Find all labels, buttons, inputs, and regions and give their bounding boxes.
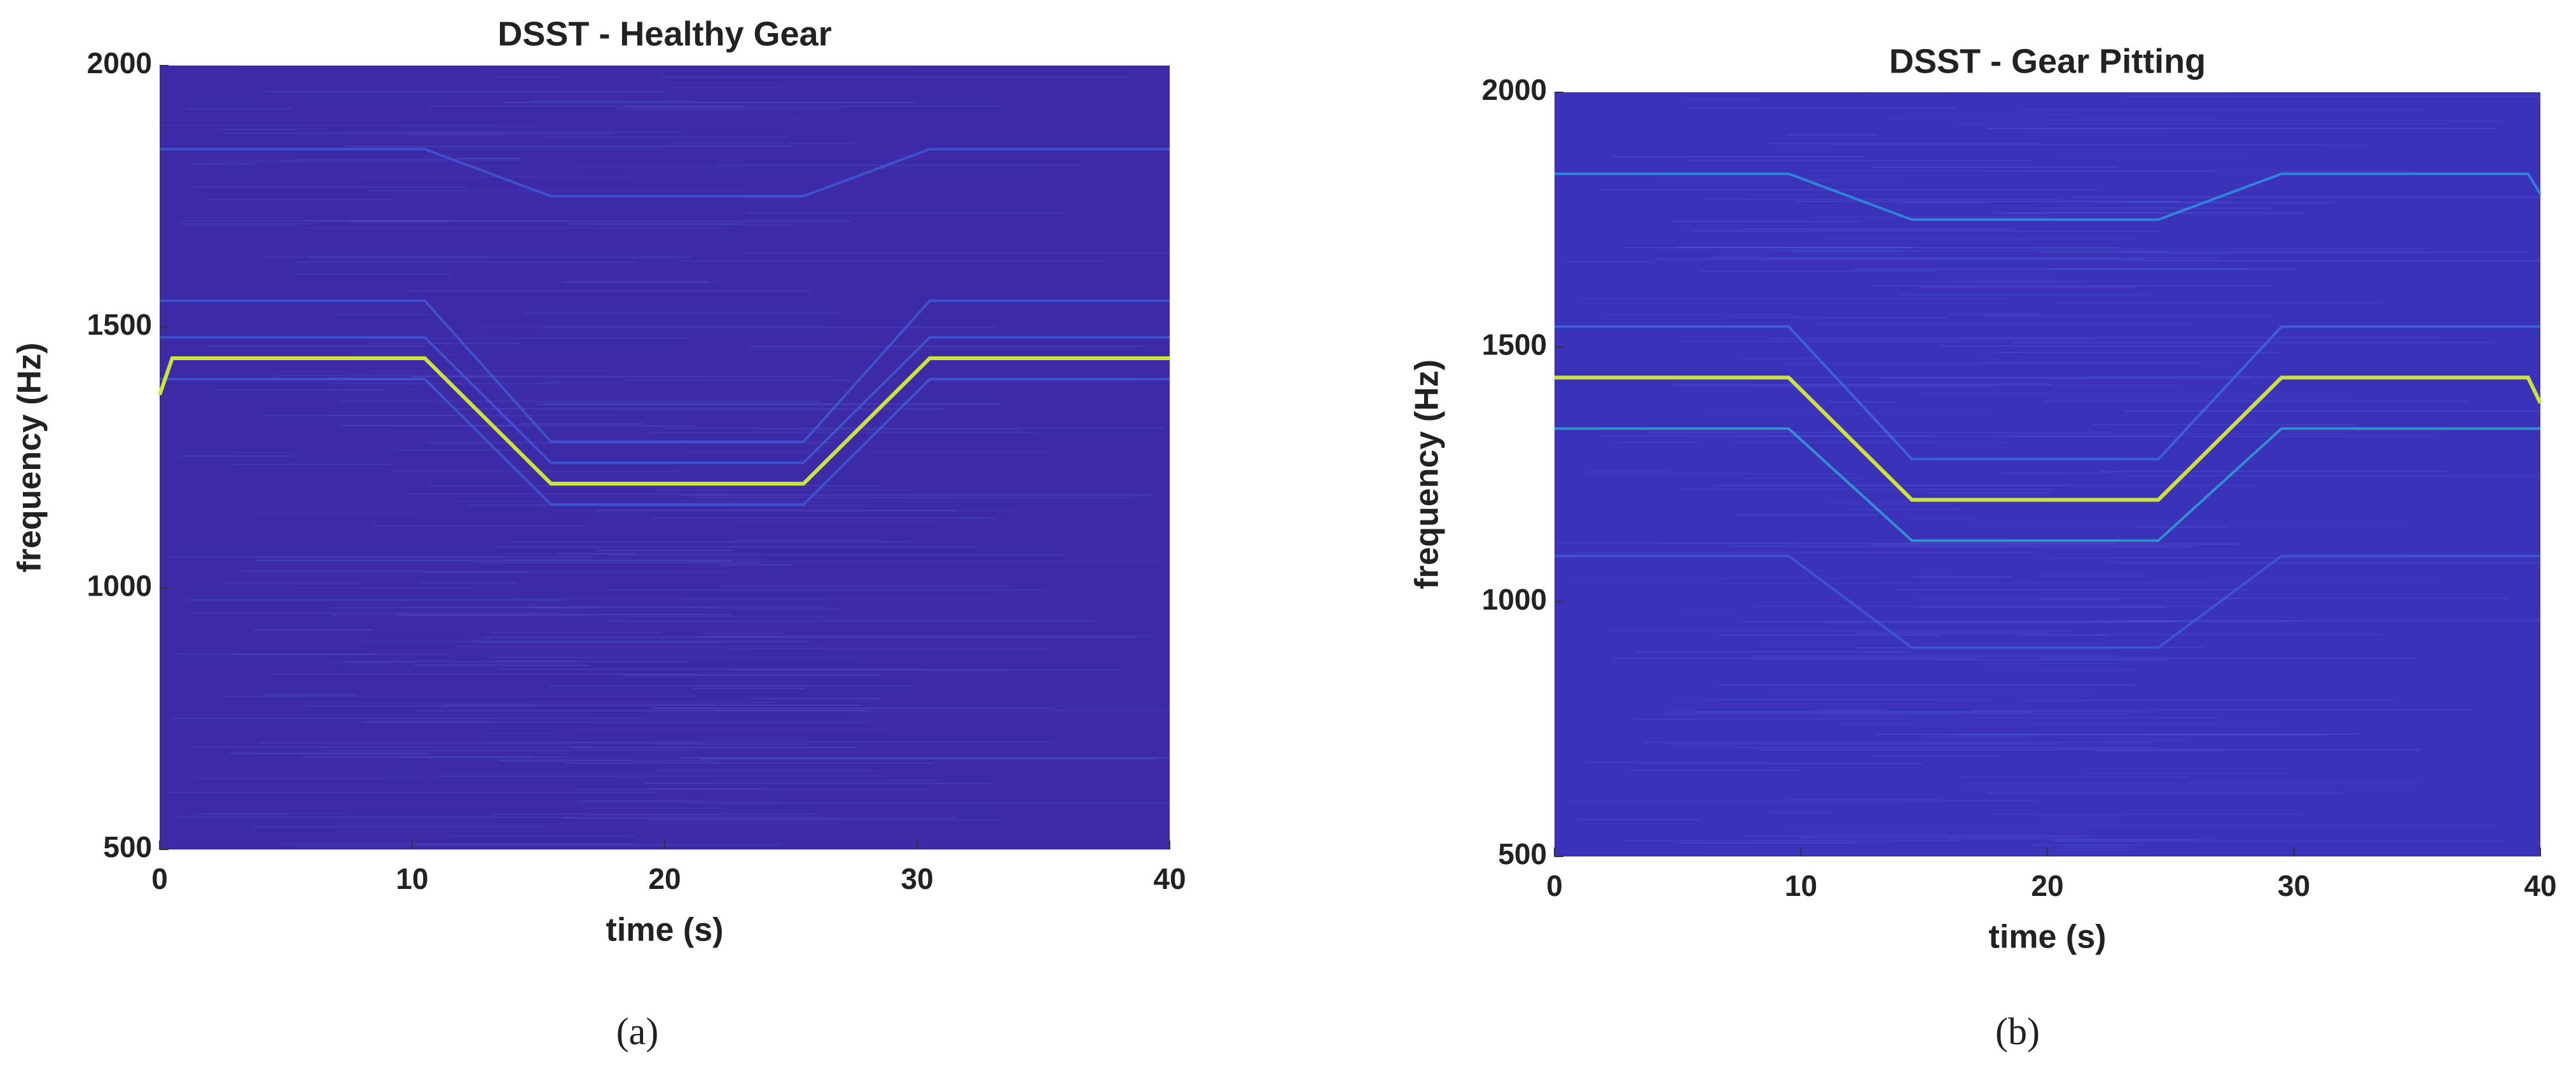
ridge-line bbox=[160, 299, 1170, 444]
x-tick-label: 40 bbox=[2524, 869, 2556, 902]
ridge-line bbox=[158, 356, 1170, 486]
ridge-line bbox=[1555, 554, 2540, 649]
ridge-line bbox=[160, 148, 1170, 198]
x-tick-label: 0 bbox=[151, 862, 168, 895]
x-tick-label: 30 bbox=[2278, 869, 2310, 902]
x-tick-label: 10 bbox=[396, 862, 428, 895]
chart-title: DSST - Healthy Gear bbox=[497, 15, 831, 53]
panel-label: (b) bbox=[1995, 1010, 2040, 1052]
x-tick-label: 20 bbox=[648, 862, 681, 895]
ridge-line bbox=[160, 336, 1170, 465]
panel-label: (a) bbox=[616, 1010, 659, 1052]
y-tick-label: 1500 bbox=[87, 308, 152, 341]
ridge-line bbox=[1555, 375, 2542, 502]
x-tick-label: 20 bbox=[2031, 869, 2063, 902]
y-tick-label: 2000 bbox=[87, 46, 152, 80]
y-tick-label: 2000 bbox=[1482, 73, 1547, 106]
chart-title: DSST - Gear Pitting bbox=[1889, 42, 2206, 80]
x-axis-label: time (s) bbox=[1989, 919, 2107, 956]
y-tick-label: 1000 bbox=[1482, 583, 1547, 616]
y-axis-label: frequency (Hz) bbox=[1409, 360, 1446, 589]
x-tick-label: 30 bbox=[901, 862, 933, 895]
ridge-line bbox=[1555, 427, 2540, 542]
y-tick-label: 1500 bbox=[1482, 328, 1547, 361]
x-tick-label: 0 bbox=[1546, 869, 1563, 902]
ridge-line bbox=[1555, 172, 2542, 221]
x-tick-label: 10 bbox=[1785, 869, 1817, 902]
y-axis-label: frequency (Hz) bbox=[11, 342, 48, 572]
ridge-line bbox=[160, 377, 1170, 506]
y-tick-label: 500 bbox=[1498, 837, 1547, 870]
x-tick-label: 40 bbox=[1153, 862, 1186, 895]
plot-background bbox=[160, 66, 1170, 849]
y-tick-label: 500 bbox=[103, 830, 152, 863]
ridge-line bbox=[1555, 325, 2540, 461]
y-tick-label: 1000 bbox=[87, 569, 152, 602]
x-axis-label: time (s) bbox=[606, 912, 724, 949]
